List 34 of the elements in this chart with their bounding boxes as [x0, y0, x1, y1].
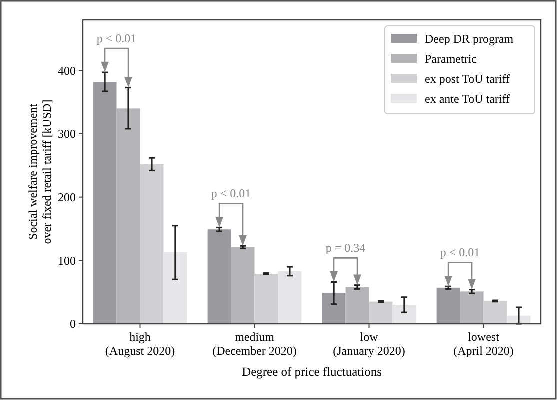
bar: [140, 164, 164, 324]
annotation: p < 0.01: [440, 246, 480, 260]
bar: [93, 82, 117, 324]
bar: [254, 274, 278, 324]
legend-label: ex ante ToU tariff: [425, 92, 510, 106]
bar: [322, 292, 346, 324]
legend-label: ex post ToU tariff: [425, 72, 510, 86]
bar: [369, 302, 393, 324]
x-tick-label: lowest (April 2020): [454, 330, 514, 358]
bar: [460, 292, 484, 324]
y-tick-label: 100: [58, 254, 76, 268]
annotation: p < 0.01: [96, 32, 137, 46]
y-tick-label: 400: [58, 64, 76, 78]
y-tick-label: 0: [70, 317, 76, 332]
y-axis-title: Social welfare improvement over fixed retail tariff [kUSD]: [26, 100, 54, 244]
bar: [392, 305, 416, 324]
bar: [116, 108, 140, 324]
y-tick-label: 300: [58, 127, 76, 142]
bar: [231, 247, 255, 324]
annotation: p = 0.34: [326, 241, 366, 256]
bar: [436, 288, 460, 324]
y-tick-label: 200: [58, 190, 76, 205]
legend-label: Deep DR program: [425, 32, 514, 46]
x-tick-label: medium (December 2020): [212, 330, 297, 358]
x-tick-label: high (August 2020): [105, 330, 176, 358]
x-axis-title: Degree of price fluctuations: [242, 365, 382, 379]
bar: [278, 271, 302, 324]
bar: [208, 230, 232, 324]
x-tick-label: low (January 2020): [333, 330, 406, 358]
bar: [164, 252, 188, 324]
bar: [484, 301, 508, 324]
annotation: p < 0.01: [211, 186, 252, 201]
bar: [346, 287, 370, 324]
legend-label: Parametric: [425, 52, 477, 66]
